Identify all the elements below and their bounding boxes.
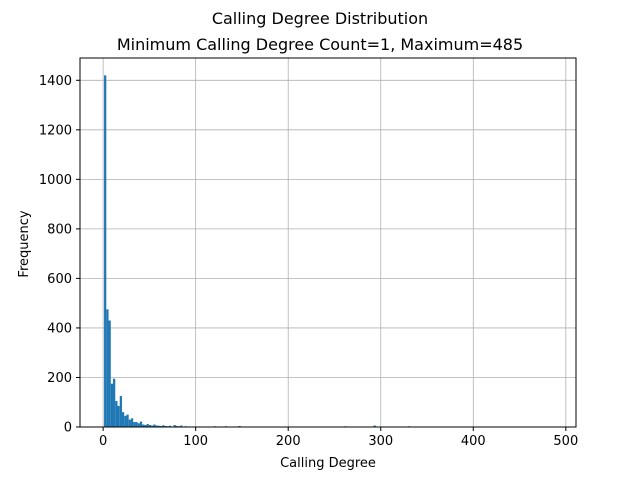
x-tick-label: 500 <box>553 434 578 449</box>
y-tick-label: 1200 <box>39 123 72 138</box>
histogram-bar <box>110 383 114 427</box>
plot-frame <box>79 57 577 428</box>
histogram-bar <box>162 425 165 427</box>
histogram-bar <box>119 396 122 427</box>
y-tick-label: 800 <box>47 222 72 237</box>
histogram-bar <box>173 425 176 427</box>
y-tick-label: 600 <box>47 272 72 287</box>
x-tick-label: 300 <box>368 434 393 449</box>
y-tick-label: 200 <box>47 371 72 386</box>
y-axis-ticks: 0 200 400 600 800 1000 1200 1400 <box>39 74 80 436</box>
histogram-bar <box>157 425 161 427</box>
histogram-bar <box>108 320 111 427</box>
histogram-bar <box>128 419 131 427</box>
y-tick-label: 1000 <box>39 173 72 188</box>
histogram-bar <box>180 425 183 427</box>
grid-lines <box>80 58 576 428</box>
x-tick-label: 200 <box>276 434 301 449</box>
histogram-bar <box>373 425 376 427</box>
y-tick-label: 400 <box>47 321 72 336</box>
histogram-bar <box>135 422 138 427</box>
y-tick-label: 1400 <box>39 74 72 89</box>
chart-title: Calling Degree Distribution <box>212 9 428 28</box>
histogram-bar <box>139 421 143 427</box>
histogram-bar <box>146 424 149 427</box>
x-axis-label: Calling Degree <box>280 456 376 471</box>
histogram-bars <box>104 75 553 427</box>
histogram-bar <box>133 422 136 427</box>
x-tick-label: 0 <box>99 434 107 449</box>
histogram-bar <box>115 400 118 427</box>
y-axis-label: Frequency <box>17 210 32 277</box>
histogram-bar <box>155 425 158 427</box>
histogram-bar <box>126 414 129 427</box>
x-tick-label: 100 <box>183 434 208 449</box>
histogram-bar <box>117 405 120 427</box>
histogram-bar <box>153 424 156 427</box>
y-tick-label: 0 <box>64 421 72 436</box>
histogram-bar <box>106 309 109 427</box>
chart-subtitle: Minimum Calling Degree Count=1, Maximum=… <box>117 35 523 54</box>
histogram-bar <box>144 425 147 427</box>
histogram-bar <box>169 425 172 427</box>
histogram-bar <box>137 423 140 427</box>
histogram-bar <box>113 378 116 427</box>
histogram-bar <box>104 75 107 427</box>
x-axis-ticks: 0 100 200 300 400 500 <box>99 427 578 449</box>
histogram-bar <box>148 425 152 427</box>
histogram-bar <box>121 412 125 427</box>
histogram-bar <box>142 424 145 427</box>
x-tick-label: 400 <box>461 434 486 449</box>
histogram-bar <box>124 415 127 427</box>
histogram-bar <box>130 418 134 427</box>
histogram-bar <box>151 425 154 427</box>
